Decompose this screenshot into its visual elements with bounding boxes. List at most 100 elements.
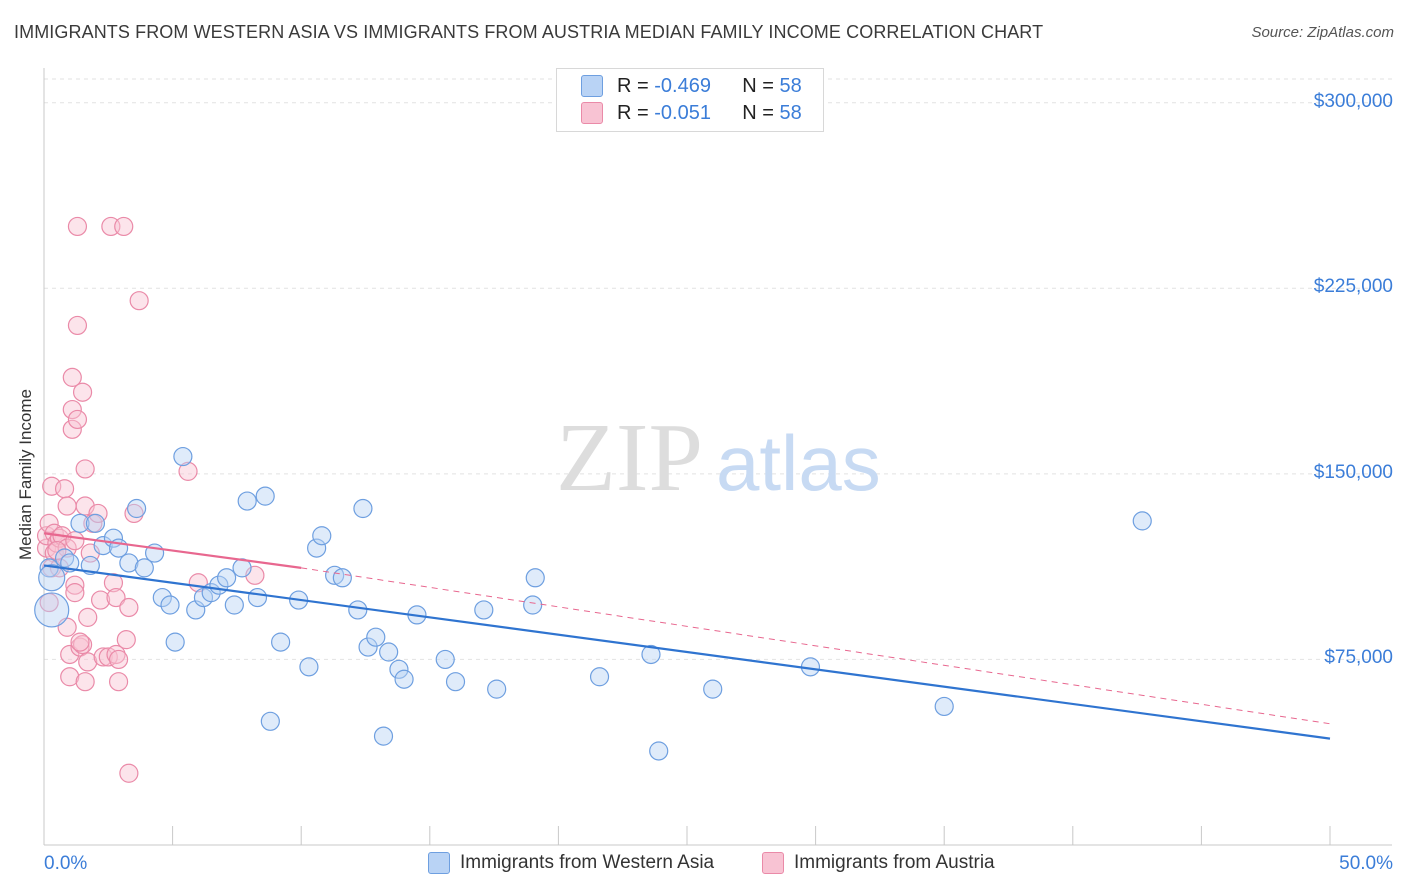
- legend-r-value-pink: -0.051: [654, 101, 711, 124]
- austria-point-15: [60, 667, 80, 687]
- western-asia-point-32: [299, 657, 319, 677]
- austria-point-51: [178, 461, 198, 481]
- legend-swatch-pink: [581, 102, 603, 124]
- austria-point-18: [62, 419, 82, 439]
- western-asia-point-51: [525, 568, 545, 588]
- western-asia-point-12: [126, 498, 147, 519]
- western-asia-point-6: [80, 555, 100, 576]
- austria-point-23: [67, 315, 88, 336]
- trend-line-western-asia: [43, 564, 1331, 740]
- western-asia-point-55: [703, 679, 723, 699]
- austria-point-42: [106, 644, 126, 665]
- austria-point-46: [116, 630, 136, 650]
- austria-point-14: [60, 644, 80, 665]
- bottom-legend-swatch-blue: [428, 852, 450, 874]
- legend-n-value-pink: 58: [779, 101, 802, 124]
- legend-n-label: N =: [742, 74, 774, 97]
- watermark-atlas: atlas: [716, 419, 881, 507]
- austria-point-45: [114, 216, 134, 237]
- western-asia-point-1: [38, 564, 66, 592]
- western-asia-point-54: [649, 741, 669, 761]
- austria-point-11: [57, 496, 77, 516]
- austria-point-57: [47, 540, 67, 561]
- western-asia-point-29: [260, 711, 280, 731]
- austria-point-44: [108, 672, 129, 692]
- trend-lines: [43, 532, 1331, 740]
- bottom-legend-western-asia: Immigrants from Western Asia: [428, 852, 714, 874]
- western-asia-point-46: [435, 649, 455, 670]
- western-asia-point-43: [389, 659, 409, 679]
- austria-point-48: [119, 763, 139, 783]
- western-asia-point-47: [445, 672, 466, 692]
- austria-point-25: [70, 637, 90, 657]
- trend-line-austria-extended: [301, 567, 1331, 725]
- western-asia-point-7: [85, 513, 106, 533]
- western-asia-point-58: [934, 696, 954, 717]
- austria-point-47: [119, 597, 139, 618]
- legend-row-western-asia: R = -0.469 N = 58: [581, 73, 802, 99]
- western-asia-point-15: [152, 587, 172, 608]
- western-asia-point-13: [134, 558, 154, 578]
- legend-n-value-blue: 58: [779, 74, 802, 97]
- austria-point-56: [70, 632, 90, 652]
- austria-point-36: [90, 590, 111, 610]
- series-western-asia-points: [34, 446, 1152, 761]
- western-asia-point-44: [394, 669, 414, 689]
- bottom-legend-label-austria: Immigrants from Austria: [794, 852, 995, 873]
- legend-n-label: N =: [742, 101, 774, 124]
- western-asia-point-57: [1132, 511, 1152, 531]
- watermark: ZIP atlas: [556, 404, 881, 512]
- austria-point-10: [54, 479, 75, 499]
- correlation-legend: R = -0.469 N = 58 R = -0.051 N = 58: [556, 68, 824, 132]
- western-asia-point-23: [217, 568, 237, 588]
- trend-line-austria: [43, 532, 302, 569]
- western-asia-point-39: [358, 637, 378, 657]
- legend-r-value-blue: -0.469: [654, 74, 711, 97]
- western-asia-point-24: [224, 595, 244, 615]
- chart-source: Source: ZipAtlas.com: [1251, 24, 1394, 41]
- austria-point-50: [129, 291, 149, 311]
- western-asia-point-18: [173, 446, 193, 467]
- western-asia-point-34: [312, 526, 332, 546]
- western-asia-point-52: [589, 667, 610, 687]
- austria-point-22: [67, 216, 88, 237]
- legend-row-austria: R = -0.051 N = 58: [581, 100, 802, 126]
- y-tick-label-0: $75,000: [1324, 647, 1393, 669]
- x-tick-max: 50.0%: [1339, 853, 1393, 874]
- austria-point-30: [75, 672, 95, 692]
- austria-point-17: [62, 399, 82, 420]
- y-tick-label-1: $150,000: [1313, 461, 1393, 483]
- austria-point-21: [65, 531, 85, 551]
- watermark-zip: ZIP: [556, 404, 703, 512]
- western-asia-point-37: [348, 600, 368, 620]
- austria-point-27: [72, 382, 93, 402]
- western-asia-point-2: [34, 592, 70, 628]
- austria-point-31: [78, 607, 98, 627]
- series-austria-points: [36, 216, 265, 783]
- y-tick-label-3: $300,000: [1313, 90, 1393, 112]
- bottom-legend-austria: Immigrants from Austria: [762, 852, 995, 874]
- western-asia-point-48: [474, 600, 494, 620]
- western-asia-point-38: [353, 498, 373, 519]
- chart-title: IMMIGRANTS FROM WESTERN ASIA VS IMMIGRAN…: [14, 22, 1044, 42]
- austria-point-28: [75, 459, 95, 479]
- axes: [43, 68, 1392, 846]
- austria-point-20: [65, 583, 85, 603]
- legend-r-label: R =: [617, 74, 649, 97]
- western-asia-point-41: [373, 726, 394, 746]
- y-tick-label-2: $225,000: [1313, 276, 1393, 298]
- western-asia-point-30: [271, 632, 291, 652]
- western-asia-point-50: [523, 595, 543, 615]
- western-asia-point-49: [487, 679, 507, 699]
- western-asia-point-27: [247, 587, 268, 608]
- austria-point-24: [67, 409, 88, 430]
- western-asia-point-11: [119, 553, 139, 573]
- legend-swatch-blue: [581, 75, 603, 97]
- western-asia-point-26: [237, 491, 257, 511]
- western-asia-point-36: [332, 568, 352, 588]
- austria-point-19: [65, 575, 85, 595]
- western-asia-point-40: [366, 627, 386, 647]
- western-asia-point-16: [160, 595, 180, 615]
- western-asia-point-35: [325, 565, 345, 585]
